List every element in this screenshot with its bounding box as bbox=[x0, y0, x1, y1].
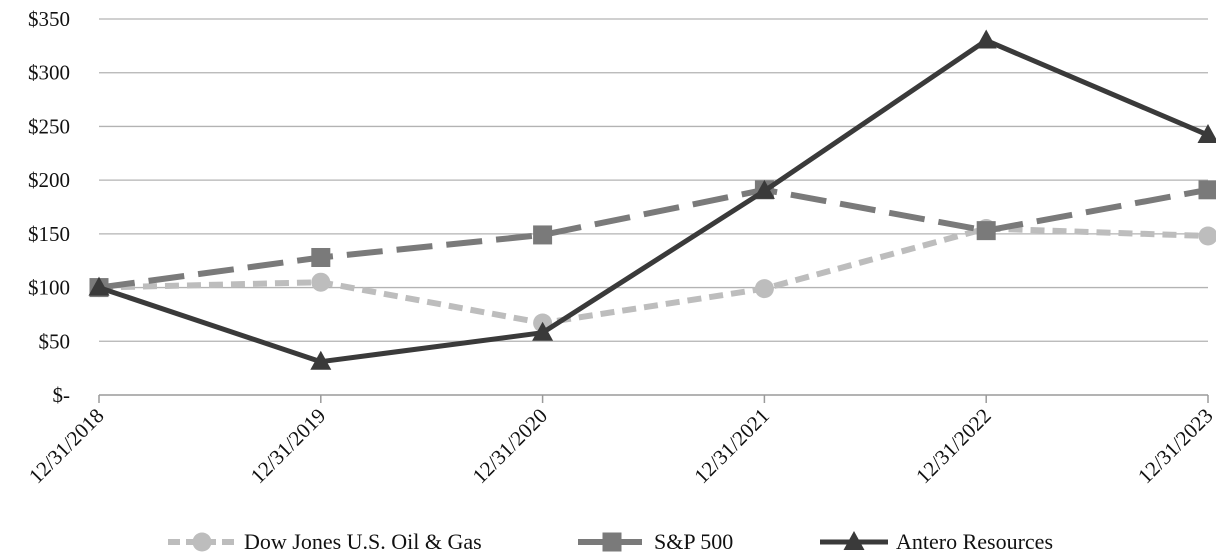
series-0 bbox=[89, 218, 1216, 333]
data-point-circle bbox=[311, 272, 331, 292]
series-2 bbox=[88, 29, 1216, 370]
data-point-circle bbox=[754, 279, 774, 299]
legend-item-0: Dow Jones U.S. Oil & Gas bbox=[168, 529, 482, 554]
series-line bbox=[98, 186, 1209, 291]
y-tick-label: $150 bbox=[28, 222, 70, 246]
data-point-square bbox=[976, 221, 996, 241]
data-point-triangle bbox=[310, 350, 332, 370]
series-line bbox=[98, 37, 1209, 365]
y-tick-label: $- bbox=[53, 383, 71, 407]
x-tick-label: 12/31/2020 bbox=[468, 404, 553, 489]
data-point-square bbox=[533, 225, 553, 245]
y-tick-label: $200 bbox=[28, 168, 70, 192]
x-axis: 12/31/2018 12/31/2019 12/31/2020 12/31/2021… bbox=[24, 394, 1216, 489]
data-point-square bbox=[311, 247, 331, 267]
legend-item-1: S&P 500 bbox=[578, 529, 733, 554]
data-point-circle bbox=[192, 532, 212, 552]
data-point-triangle bbox=[975, 29, 997, 49]
legend-item-2: Antero Resources bbox=[820, 529, 1053, 554]
legend-label: Antero Resources bbox=[896, 529, 1053, 554]
series-1 bbox=[89, 180, 1216, 298]
data-point-triangle bbox=[753, 179, 775, 199]
data-point-square bbox=[602, 532, 622, 552]
data-point-triangle bbox=[1197, 124, 1216, 144]
legend-label: S&P 500 bbox=[654, 529, 733, 554]
data-point-triangle bbox=[843, 531, 865, 550]
series-line bbox=[98, 225, 1209, 327]
data-point-circle bbox=[1198, 226, 1216, 246]
data-point-square bbox=[1198, 180, 1216, 200]
y-tick-label: $50 bbox=[39, 329, 71, 353]
x-tick-label: 12/31/2022 bbox=[911, 404, 996, 489]
y-axis: $- $50 $100 $150 $200 $250 $300 $350 bbox=[28, 7, 70, 407]
data-point-triangle bbox=[88, 276, 110, 296]
x-tick-label: 12/31/2018 bbox=[24, 404, 109, 489]
gridlines bbox=[99, 18, 1208, 342]
x-tick-label: 12/31/2019 bbox=[246, 404, 331, 489]
legend-label: Dow Jones U.S. Oil & Gas bbox=[244, 529, 482, 554]
series-group bbox=[88, 29, 1216, 370]
y-tick-label: $350 bbox=[28, 7, 70, 31]
data-point-triangle bbox=[532, 321, 554, 341]
y-tick-label: $100 bbox=[28, 276, 70, 300]
x-tick-label: 12/31/2021 bbox=[689, 404, 774, 489]
y-tick-label: $300 bbox=[28, 61, 70, 85]
x-tick-label: 12/31/2023 bbox=[1133, 404, 1216, 489]
legend: Dow Jones U.S. Oil & Gas S&P 500 Antero Re… bbox=[168, 529, 1053, 554]
y-tick-label: $250 bbox=[28, 114, 70, 138]
